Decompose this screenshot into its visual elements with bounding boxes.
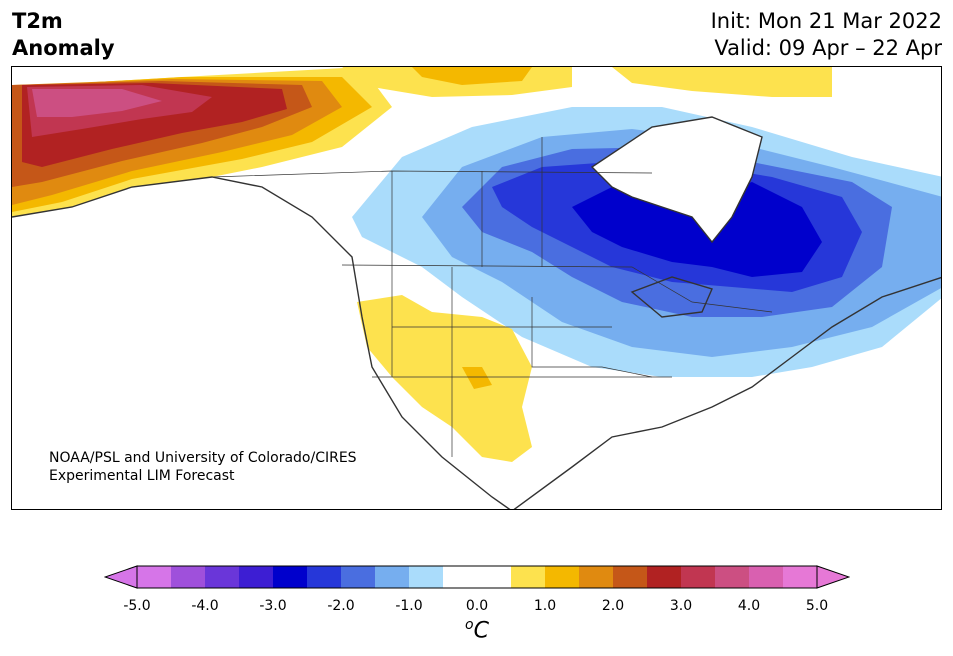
unit-letter: C	[473, 618, 489, 644]
map-canvas	[12, 67, 941, 509]
colorbar-swatch	[477, 566, 512, 588]
colorbar-swatch	[307, 566, 342, 588]
colorbar-swatch	[545, 566, 580, 588]
colorbar-swatch	[783, 566, 818, 588]
unit-superscript: o	[465, 617, 474, 633]
colorbar	[104, 565, 850, 589]
colorbar-over-arrow	[816, 565, 850, 589]
colorbar-swatch	[137, 566, 172, 588]
title-line2: Anomaly	[12, 36, 115, 60]
colorbar-ticks: -5.0 -4.0 -3.0 -2.0 -1.0 0.0 1.0 2.0 3.0 4.0 5.0	[0, 598, 953, 618]
colorbar-tick-label: -5.0	[123, 598, 151, 614]
arctic-warm-anomaly	[342, 67, 832, 97]
colorbar-swatch	[511, 566, 546, 588]
colorbar-swatch	[647, 566, 682, 588]
forecast-dates: Init: Mon 21 Mar 2022 Valid: 09 Apr – 22…	[711, 8, 942, 62]
colorbar-under-arrow	[104, 565, 138, 589]
southwest-warm-anomaly	[357, 295, 532, 462]
colorbar-unit: oC	[465, 617, 489, 643]
credit-line2: Experimental LIM Forecast	[49, 468, 235, 484]
colorbar-tick-label: 4.0	[737, 598, 761, 614]
title-line1: T2m	[12, 9, 63, 33]
political-borders	[211, 137, 773, 457]
credit-line1: NOAA/PSL and University of Colorado/CIRE…	[49, 450, 357, 466]
colorbar-tick-label: 0.0	[465, 598, 489, 614]
colorbar-tick-label: -2.0	[327, 598, 355, 614]
init-date: Init: Mon 21 Mar 2022	[710, 9, 942, 33]
hudson-bay	[592, 117, 762, 242]
valid-range: Valid: 09 Apr – 22 Apr	[714, 36, 942, 60]
colorbar-swatch	[239, 566, 274, 588]
colorbar-tick-label: -3.0	[259, 598, 287, 614]
colorbar-tick-label: -1.0	[395, 598, 423, 614]
colorbar-swatch	[273, 566, 308, 588]
colorbar-swatch	[443, 566, 478, 588]
colorbar-swatch	[341, 566, 376, 588]
colorbar-swatch	[613, 566, 648, 588]
alaska-warm-anomaly	[12, 67, 392, 217]
colorbar-tick-label: 1.0	[533, 598, 557, 614]
colorbar-outline	[136, 565, 818, 589]
colorbar-swatch	[715, 566, 750, 588]
colorbar-swatch	[681, 566, 716, 588]
credit-text: NOAA/PSL and University of Colorado/CIRE…	[49, 449, 357, 485]
colorbar-swatch	[749, 566, 784, 588]
anomaly-map	[11, 66, 942, 510]
colorbar-tick-label: 3.0	[669, 598, 693, 614]
canada-cold-anomaly	[352, 107, 941, 377]
colorbar-swatch	[171, 566, 206, 588]
colorbar-tick-label: 5.0	[805, 598, 829, 614]
colorbar-swatch	[579, 566, 614, 588]
colorbar-tick-label: -4.0	[191, 598, 219, 614]
colorbar-swatch	[205, 566, 240, 588]
colorbar-tick-label: 2.0	[601, 598, 625, 614]
coastlines	[12, 116, 941, 509]
colorbar-swatch	[409, 566, 444, 588]
map-title: T2m Anomaly	[12, 8, 115, 62]
colorbar-swatch	[375, 566, 410, 588]
